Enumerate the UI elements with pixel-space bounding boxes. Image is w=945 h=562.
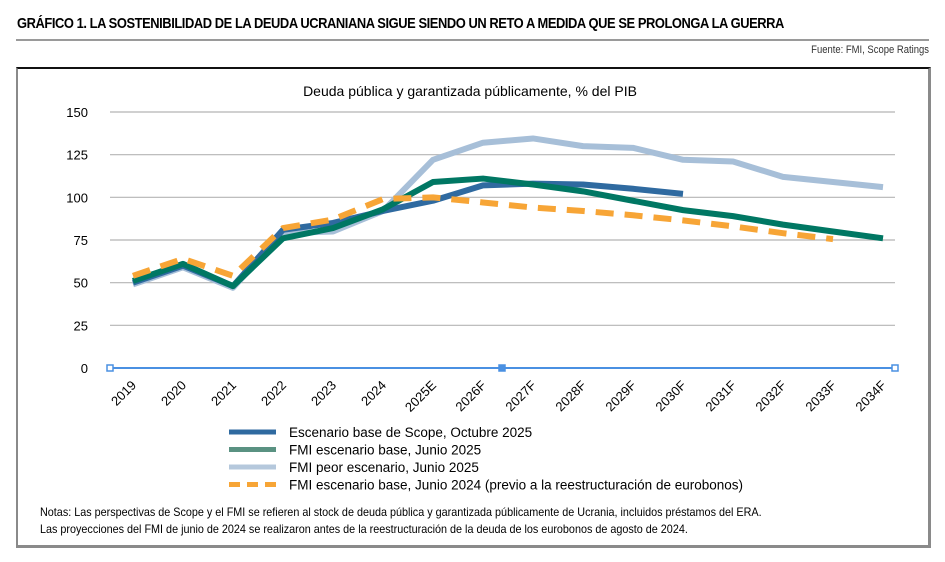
- x-tick-label: 2027F: [502, 377, 539, 414]
- x-tick-label: 2034F: [852, 377, 889, 414]
- source-text: Fuente: FMI, Scope Ratings: [811, 44, 929, 56]
- x-axis-ticks: 2019 2020 2021 2022 2023 2024 2025E 2026F 2027F 2…: [108, 377, 889, 414]
- series-line-3: [132, 194, 834, 279]
- x-tick-label: 2028F: [552, 377, 589, 414]
- axis-handle[interactable]: [106, 364, 114, 372]
- figure-title: GRÁFICO 1. LA SOSTENIBILIDAD DE LA DEUDA…: [17, 15, 784, 32]
- axis-handle[interactable]: [498, 364, 506, 372]
- notes-line-1: Notas: Las perspectivas de Scope y el FM…: [40, 505, 762, 519]
- chart-frame: [16, 67, 931, 548]
- y-tick-label: 75: [74, 233, 88, 248]
- x-tick-label: 2033F: [802, 377, 839, 414]
- x-tick-label: 2021: [208, 378, 239, 409]
- x-tick-label: 2030F: [652, 377, 689, 414]
- series-line-2: [132, 175, 884, 290]
- y-tick-label: 50: [74, 276, 88, 291]
- title-divider: [16, 39, 929, 41]
- y-tick-label: 150: [66, 105, 88, 120]
- x-tick-label: 2025E: [402, 377, 439, 414]
- legend-label: FMI escenario base, Junio 2025: [289, 443, 481, 458]
- x-tick-label: 2029F: [602, 377, 639, 414]
- y-tick-label: 25: [74, 318, 88, 333]
- x-tick-label: 2026F: [452, 377, 489, 414]
- zero-line[interactable]: [106, 364, 899, 372]
- notes-line-2: Las proyecciones del FMI de junio de 202…: [40, 522, 688, 536]
- y-tick-label: 100: [66, 190, 88, 205]
- series-lines: [132, 135, 884, 291]
- y-tick-label: 0: [81, 361, 88, 376]
- x-tick-label: 2019: [108, 378, 139, 409]
- x-tick-label: 2024: [358, 378, 389, 409]
- chart-title: Deuda pública y garantizada públicamente…: [303, 83, 637, 99]
- legend-label: FMI escenario base, Junio 2024 (previo a…: [289, 478, 743, 493]
- legend: Escenario base de Scope, Octubre 2025 FMI…: [229, 425, 743, 493]
- y-axis-ticks: 0 25 50 75 100 125 150: [66, 105, 88, 376]
- legend-label: FMI peor escenario, Junio 2025: [289, 460, 479, 475]
- x-tick-label: 2023: [308, 378, 339, 409]
- x-tick-label: 2031F: [702, 377, 739, 414]
- x-tick-label: 2020: [158, 378, 189, 409]
- chart-notes: Notas: Las perspectivas de Scope y el FM…: [40, 504, 762, 538]
- legend-label: Escenario base de Scope, Octubre 2025: [289, 425, 532, 440]
- y-tick-label: 125: [66, 148, 88, 163]
- axis-handle[interactable]: [891, 364, 899, 372]
- x-tick-label: 2022: [258, 378, 289, 409]
- x-tick-label: 2032F: [752, 377, 789, 414]
